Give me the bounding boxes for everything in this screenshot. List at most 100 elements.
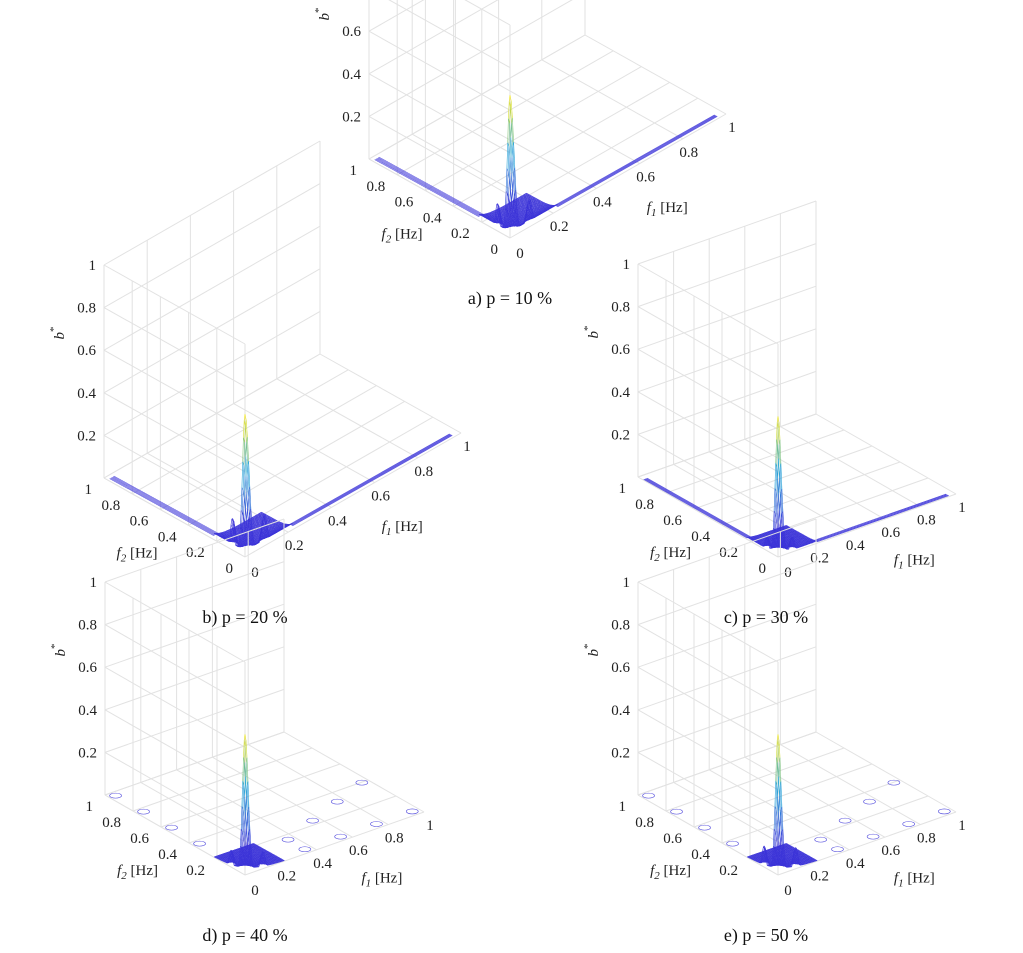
mesh-segment <box>493 210 496 212</box>
ticks-a: 0.20.40.60.810.20.40.60.81000.20.40.60.8… <box>342 24 736 262</box>
mesh-segment <box>493 213 496 215</box>
mesh-segment <box>511 224 513 226</box>
mesh-segment <box>493 211 495 213</box>
mesh-segment <box>499 207 502 210</box>
mesh-segment <box>510 226 512 228</box>
mesh-segment <box>512 118 514 143</box>
mesh-segment <box>508 101 511 107</box>
mesh-segment <box>506 226 509 228</box>
mesh-segment <box>501 217 504 219</box>
mesh-segment <box>510 157 513 174</box>
mesh-segment <box>509 106 511 124</box>
mesh-segment <box>494 212 497 214</box>
mesh-segment <box>503 204 506 207</box>
mesh-segment <box>510 200 513 203</box>
mesh-segment <box>517 209 520 211</box>
mesh-segment <box>501 215 504 217</box>
mesh-segment <box>519 204 522 206</box>
mesh-segment <box>505 225 507 227</box>
mesh-segment <box>513 170 516 192</box>
mesh-segment <box>510 224 512 226</box>
mesh-segment <box>507 170 509 193</box>
mesh-segment <box>529 203 531 205</box>
mesh-segment <box>513 142 516 168</box>
x-tick-label: 0.2 <box>550 219 569 235</box>
mesh-segment <box>521 200 523 202</box>
mesh-segment <box>508 226 510 228</box>
mesh-segment <box>502 208 505 210</box>
grid-line <box>103 310 321 436</box>
mesh-segment <box>523 193 526 195</box>
mesh-segment <box>533 204 536 206</box>
mesh-segment <box>508 101 510 119</box>
mesh-segment <box>502 206 504 208</box>
mesh-segment <box>502 213 504 215</box>
mesh-segment <box>504 205 507 207</box>
mesh-segment <box>517 205 519 207</box>
mesh-segment <box>496 208 499 210</box>
mesh-segment <box>524 199 526 201</box>
mesh-segment <box>500 213 502 215</box>
y-tick-label: 0.6 <box>395 195 414 211</box>
mesh-segment <box>516 197 519 199</box>
mesh-segment <box>503 206 505 208</box>
x-tick-label: 0.8 <box>679 145 698 161</box>
mesh-segment <box>247 497 249 509</box>
mesh-segment <box>515 206 517 208</box>
grid-line <box>368 0 425 32</box>
mesh-segment <box>514 190 517 192</box>
grid-line <box>103 225 321 351</box>
mesh-segment <box>492 212 494 214</box>
x-axis-label: f1 [Hz] <box>647 200 688 219</box>
mesh-segment <box>506 226 508 228</box>
mesh-segment <box>527 205 529 207</box>
mesh-segment <box>506 168 509 172</box>
mesh-segment <box>509 178 511 190</box>
mesh-segment <box>249 510 251 516</box>
mesh-segment <box>511 223 514 225</box>
mesh-segment <box>509 157 512 174</box>
mesh-segment <box>510 173 513 190</box>
mesh-segment <box>512 170 515 179</box>
grid-line <box>276 378 419 459</box>
mesh-segment <box>246 437 248 443</box>
mesh-segment <box>520 197 523 199</box>
mesh-segment <box>509 123 512 138</box>
chart-a: 0.20.40.60.810.20.40.60.81000.20.40.60.8… <box>313 0 736 262</box>
y-tick-label: 0.4 <box>423 210 442 226</box>
y-axis-label: f2 [Hz] <box>382 227 423 246</box>
mesh-segment <box>502 214 505 216</box>
mesh-segment <box>511 206 514 208</box>
grid-line <box>368 158 511 239</box>
mesh-segment <box>243 442 245 466</box>
mesh-segment <box>512 145 515 171</box>
y-tick-label: 0 <box>491 242 499 258</box>
mesh-segment <box>509 225 512 227</box>
grid-line <box>103 307 246 388</box>
mesh-segment <box>531 196 533 198</box>
mesh-segment <box>502 211 504 213</box>
mesh-segment <box>528 194 530 196</box>
z-tick-label: 0.4 <box>342 67 361 83</box>
mesh-segment <box>531 195 533 197</box>
mesh-segment <box>493 212 495 214</box>
mesh-segment <box>527 196 529 198</box>
mesh-segment <box>507 192 509 198</box>
grid-line <box>368 34 586 160</box>
mesh-segment <box>535 202 538 204</box>
grid-line <box>509 113 727 239</box>
mesh-segment <box>509 157 511 179</box>
mesh-segment <box>241 461 243 488</box>
grid-line <box>103 140 321 266</box>
mesh-segment <box>240 487 243 511</box>
y-tick-label: 0.8 <box>366 179 385 195</box>
mesh-segment <box>532 201 534 203</box>
mesh-segment <box>510 173 512 190</box>
mesh-segment <box>520 202 523 204</box>
mesh-segment <box>504 223 507 225</box>
mesh-segment <box>245 442 247 457</box>
mesh-segment <box>539 202 541 204</box>
mesh-segment <box>510 223 513 225</box>
mesh-segment <box>510 106 512 124</box>
